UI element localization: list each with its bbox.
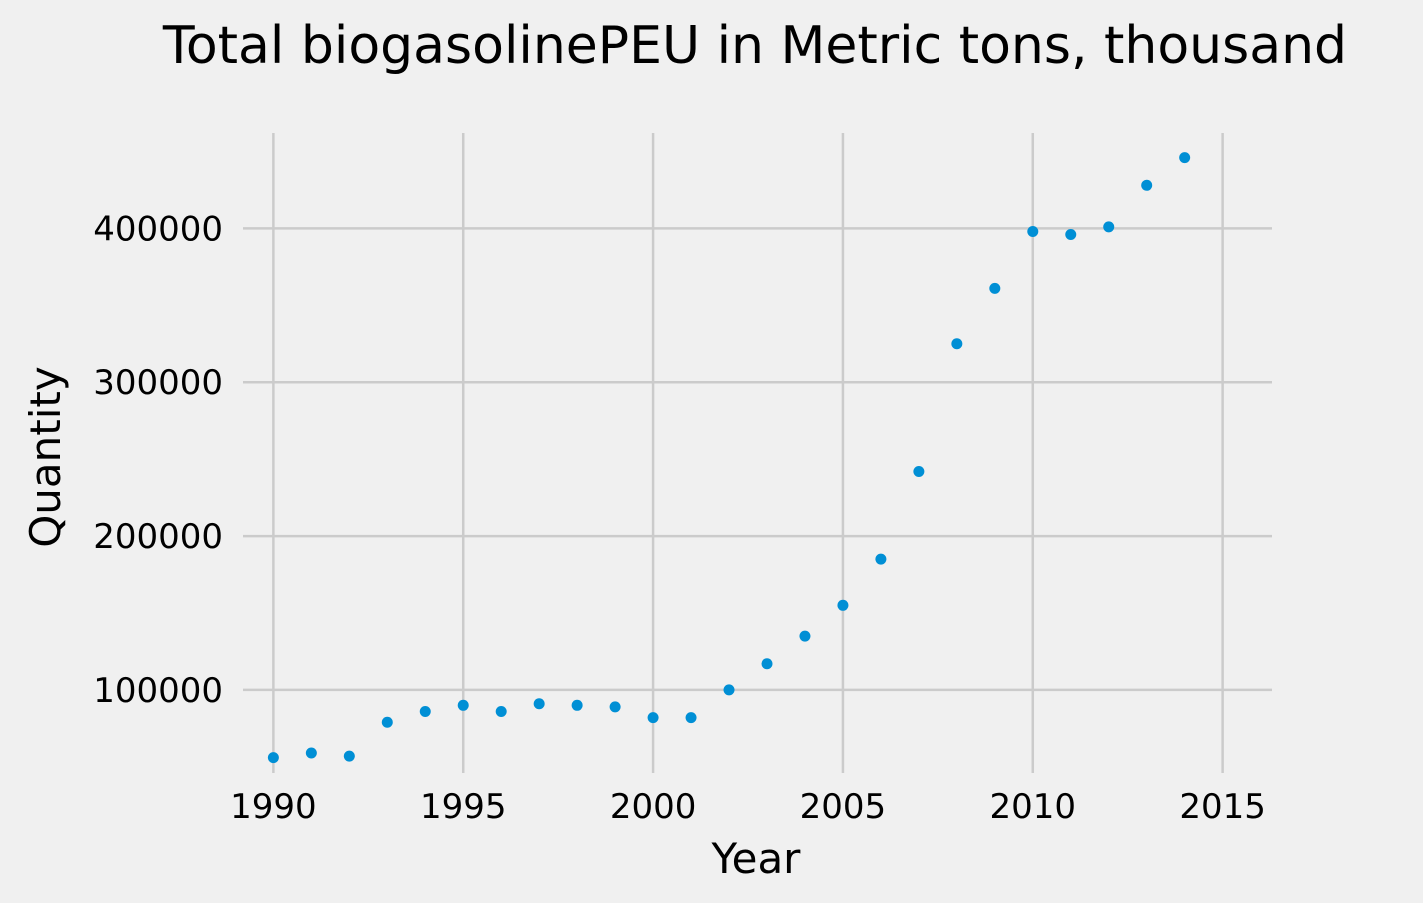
data-point — [723, 684, 735, 696]
data-point — [343, 750, 355, 762]
data-point — [647, 712, 659, 724]
data-point — [495, 705, 507, 717]
data-point — [1179, 152, 1191, 164]
data-point — [837, 599, 849, 611]
x-tick-label: 1990 — [230, 787, 317, 827]
data-points — [267, 152, 1191, 764]
data-point — [1027, 225, 1039, 237]
data-point — [533, 698, 545, 710]
y-tick-label: 200000 — [93, 517, 223, 557]
y-tick-label: 300000 — [93, 363, 223, 403]
data-point — [381, 716, 393, 728]
data-point — [951, 338, 963, 350]
data-point — [267, 752, 279, 764]
x-tick-label: 2010 — [990, 787, 1077, 827]
tick-labels: 1990 1995 2000 2005 2010 2015 100000 200000 3000… — [93, 209, 1266, 827]
data-point — [875, 553, 887, 565]
data-point — [761, 658, 773, 670]
data-point — [609, 701, 621, 713]
grid — [243, 133, 1272, 773]
x-tick-label: 2015 — [1179, 787, 1266, 827]
data-point — [1065, 229, 1077, 241]
x-tick-label: 2005 — [800, 787, 887, 827]
y-tick-label: 100000 — [93, 671, 223, 711]
data-point — [305, 747, 317, 759]
data-point — [989, 282, 1001, 294]
data-point — [1141, 179, 1153, 191]
x-axis-label: Year — [711, 834, 802, 883]
y-tick-label: 400000 — [93, 209, 223, 249]
y-axis-label: Quantity — [21, 366, 70, 548]
data-point — [685, 712, 697, 724]
x-tick-label: 1995 — [420, 787, 507, 827]
chart-title: Total biogasolinePEU in Metric tons, tho… — [162, 16, 1347, 76]
data-point — [913, 465, 925, 477]
data-point — [571, 699, 583, 711]
data-point — [419, 705, 431, 717]
data-point — [1103, 221, 1115, 233]
data-point — [799, 630, 811, 642]
x-tick-label: 2000 — [610, 787, 697, 827]
data-point — [457, 699, 469, 711]
